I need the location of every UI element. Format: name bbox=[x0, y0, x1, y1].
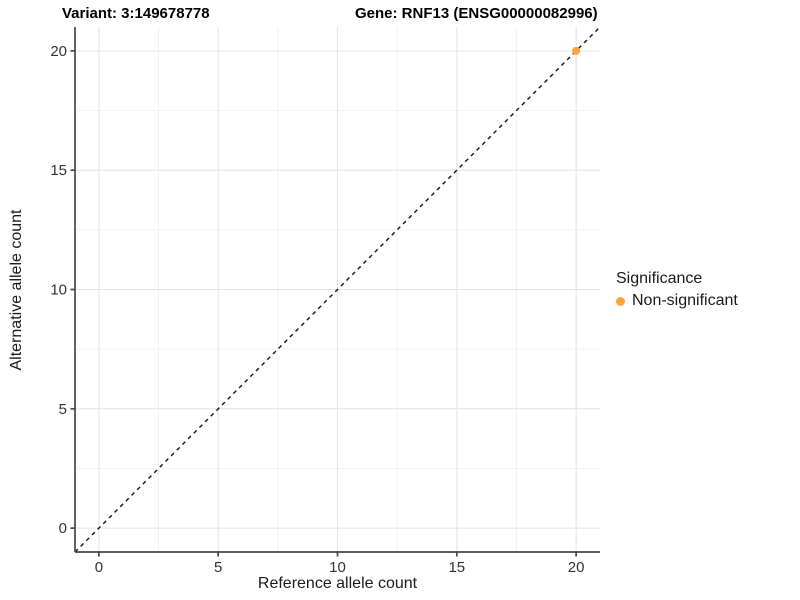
variant-title: Variant: 3:149678778 bbox=[62, 5, 210, 22]
y-tick-label: 5 bbox=[59, 401, 67, 418]
y-tick-label: 20 bbox=[50, 43, 67, 60]
y-tick-label: 0 bbox=[59, 520, 67, 537]
y-tick-label: 15 bbox=[50, 162, 67, 179]
y-tick-label: 10 bbox=[50, 282, 67, 299]
legend-point-icon bbox=[616, 296, 625, 306]
x-tick-label: 0 bbox=[95, 559, 103, 576]
legend-item: Non-significant bbox=[616, 292, 738, 310]
x-tick-label: 5 bbox=[214, 559, 222, 576]
x-axis-title: Reference allele count bbox=[257, 575, 418, 592]
y-axis-title: Alternative allele count bbox=[8, 209, 25, 371]
gene-title: Gene: RNF13 (ENSG00000082996) bbox=[355, 5, 598, 22]
legend-title: Significance bbox=[616, 270, 703, 287]
legend-item-label: Non-significant bbox=[632, 292, 738, 309]
legend: Significance Non-significant bbox=[616, 269, 738, 310]
x-tick-label: 20 bbox=[568, 559, 585, 576]
identity-dashed-line bbox=[74, 26, 601, 553]
data-point bbox=[572, 46, 581, 55]
x-tick-label: 15 bbox=[448, 559, 465, 576]
x-tick-label: 10 bbox=[329, 559, 346, 576]
